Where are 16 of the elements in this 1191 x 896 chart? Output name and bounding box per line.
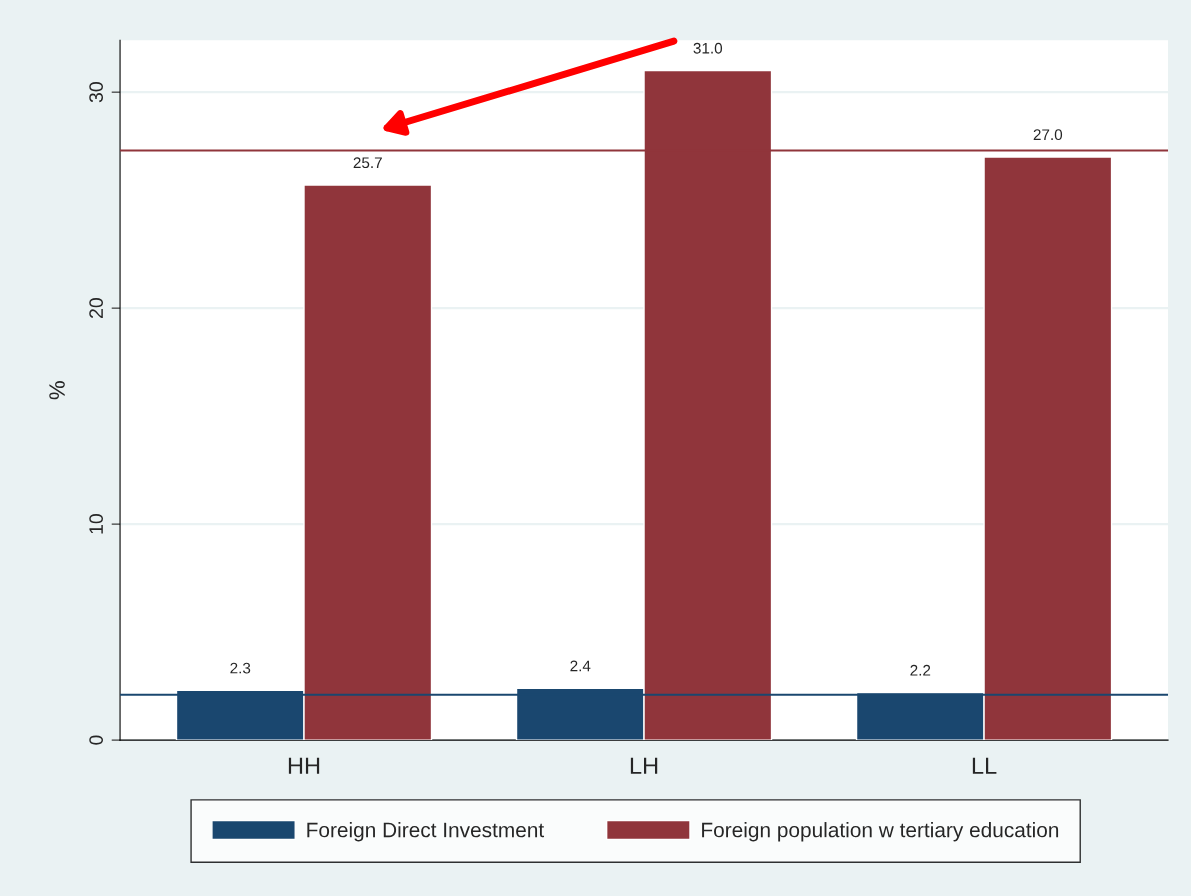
- y-tick-label: 20: [89, 298, 104, 318]
- data-label: 2.2: [910, 664, 931, 676]
- x-tick-label: HH: [288, 757, 320, 774]
- x-tick-label: LL: [972, 757, 997, 774]
- data-label: 2.4: [570, 660, 591, 672]
- legend-label: Foreign population w tertiary education: [702, 822, 1059, 842]
- data-label: 31.0: [693, 42, 723, 54]
- x-tick-label: LH: [630, 757, 658, 774]
- y-tick-label: 30: [89, 82, 104, 103]
- y-tick-label: 0: [89, 735, 104, 745]
- y-tick-label: 10: [89, 514, 104, 534]
- data-label: 25.7: [353, 157, 382, 169]
- legend-label: Foreign Direct Investment: [307, 822, 545, 842]
- data-label: 27.0: [1033, 129, 1063, 141]
- y-axis-title: %: [49, 381, 65, 400]
- data-label: 2.3: [230, 662, 251, 674]
